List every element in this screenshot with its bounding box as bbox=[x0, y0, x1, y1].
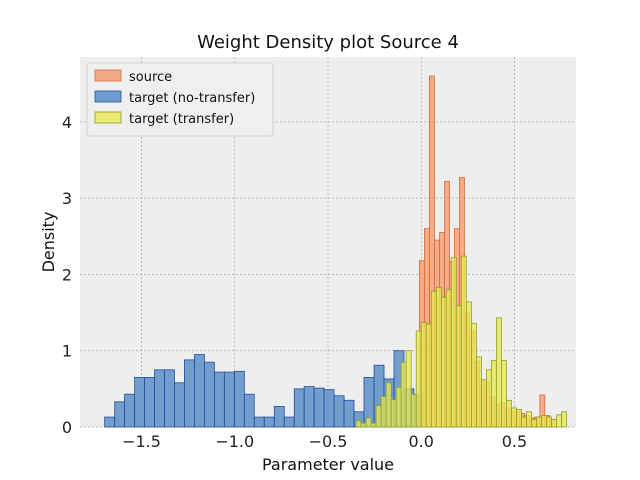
y-tick-label: 3 bbox=[62, 189, 72, 208]
chart-title: Weight Density plot Source 4 bbox=[197, 32, 459, 53]
bar-0-5 bbox=[154, 369, 165, 428]
bar-2-7 bbox=[390, 399, 397, 428]
bar-0-7 bbox=[174, 382, 185, 428]
series-2 bbox=[355, 255, 568, 428]
bar-0-6 bbox=[164, 369, 175, 428]
x-tick-label: −1.5 bbox=[122, 432, 161, 451]
bar-0-23 bbox=[333, 395, 345, 428]
legend-box bbox=[86, 62, 274, 137]
bar-2-1 bbox=[360, 422, 367, 428]
bar-0-3 bbox=[134, 377, 146, 428]
bar-2-10 bbox=[405, 350, 412, 428]
bar-2-6 bbox=[385, 382, 392, 428]
bars bbox=[104, 75, 568, 428]
x-tick-label: 0.0 bbox=[409, 432, 434, 451]
legend-label: target (no-transfer) bbox=[129, 91, 255, 106]
bar-0-9 bbox=[194, 354, 205, 428]
legend-swatch bbox=[94, 90, 122, 103]
x-ticks: −1.5 −1.0 −0.5 0.0 0.5 bbox=[122, 432, 527, 451]
bar-2-30 bbox=[506, 399, 512, 428]
bar-2-29 bbox=[501, 360, 507, 428]
bar-2-35 bbox=[531, 418, 538, 428]
bar-0-18 bbox=[283, 416, 295, 428]
bar-0-0 bbox=[104, 416, 115, 428]
bar-2-31 bbox=[511, 407, 517, 428]
bar-0-4 bbox=[144, 377, 155, 428]
bar-2-15 bbox=[430, 290, 437, 428]
y-axis-label: Density bbox=[39, 212, 58, 273]
legend: source target (no-transfer) target (transf… bbox=[86, 62, 274, 137]
bar-0-2 bbox=[124, 393, 135, 428]
bar-2-32 bbox=[516, 409, 522, 428]
bar-2-18 bbox=[445, 289, 452, 428]
bar-2-34 bbox=[526, 411, 532, 428]
bar-2-13 bbox=[420, 322, 427, 428]
bar-2-5 bbox=[380, 396, 387, 428]
bar-2-23 bbox=[470, 322, 477, 428]
bar-2-37 bbox=[541, 415, 548, 428]
x-tick-label: −1.0 bbox=[215, 432, 254, 451]
bar-0-21 bbox=[313, 387, 325, 428]
bar-2-21 bbox=[460, 255, 467, 428]
legend-swatch bbox=[94, 69, 122, 82]
x-axis-label: Parameter value bbox=[262, 455, 394, 474]
bar-2-17 bbox=[440, 296, 447, 428]
y-tick-label: 0 bbox=[62, 418, 72, 437]
bar-2-2 bbox=[365, 417, 372, 428]
x-tick-label: 0.5 bbox=[502, 432, 527, 451]
bar-2-20 bbox=[455, 305, 462, 428]
y-ticks: 0 1 2 3 4 bbox=[62, 113, 72, 437]
bar-2-14 bbox=[425, 323, 432, 428]
bar-0-8 bbox=[184, 359, 195, 428]
bar-0-14 bbox=[243, 393, 255, 428]
bar-0-24 bbox=[343, 399, 355, 428]
bar-2-40 bbox=[556, 414, 563, 428]
bar-0-22 bbox=[323, 389, 335, 428]
bar-2-28 bbox=[495, 317, 502, 428]
bar-2-26 bbox=[486, 369, 492, 428]
bar-0-12 bbox=[223, 371, 235, 428]
bar-2-36 bbox=[536, 416, 543, 428]
bar-0-20 bbox=[303, 386, 315, 428]
bar-2-25 bbox=[481, 379, 487, 428]
legend-swatch bbox=[94, 111, 122, 124]
bar-2-33 bbox=[521, 416, 527, 428]
bar-2-19 bbox=[450, 257, 457, 428]
bar-2-9 bbox=[400, 361, 407, 428]
bar-0-19 bbox=[293, 388, 305, 428]
bar-2-12 bbox=[415, 330, 422, 428]
bar-0-1 bbox=[114, 401, 126, 428]
y-tick-label: 1 bbox=[62, 342, 72, 361]
bar-2-22 bbox=[465, 301, 472, 428]
bar-0-15 bbox=[253, 416, 265, 428]
y-tick-label: 4 bbox=[62, 113, 72, 132]
bar-0-13 bbox=[233, 370, 245, 428]
legend-label: target (transfer) bbox=[129, 112, 234, 127]
bar-0-16 bbox=[263, 416, 275, 428]
bar-2-11 bbox=[410, 393, 417, 428]
legend-label: source bbox=[129, 70, 172, 85]
bar-2-16 bbox=[435, 286, 442, 428]
bar-0-10 bbox=[203, 361, 215, 428]
bar-2-3 bbox=[370, 422, 377, 428]
bar-2-4 bbox=[375, 405, 382, 428]
x-tick-label: −0.5 bbox=[309, 432, 348, 451]
bar-2-24 bbox=[476, 356, 482, 428]
bar-0-11 bbox=[214, 371, 225, 428]
bar-0-17 bbox=[273, 406, 285, 428]
bar-2-0 bbox=[355, 420, 362, 428]
y-tick-label: 2 bbox=[62, 265, 72, 284]
bar-2-38 bbox=[546, 416, 552, 428]
bar-2-41 bbox=[561, 411, 568, 428]
bar-2-27 bbox=[490, 360, 497, 428]
bar-2-8 bbox=[395, 386, 402, 428]
bar-2-39 bbox=[551, 418, 557, 428]
